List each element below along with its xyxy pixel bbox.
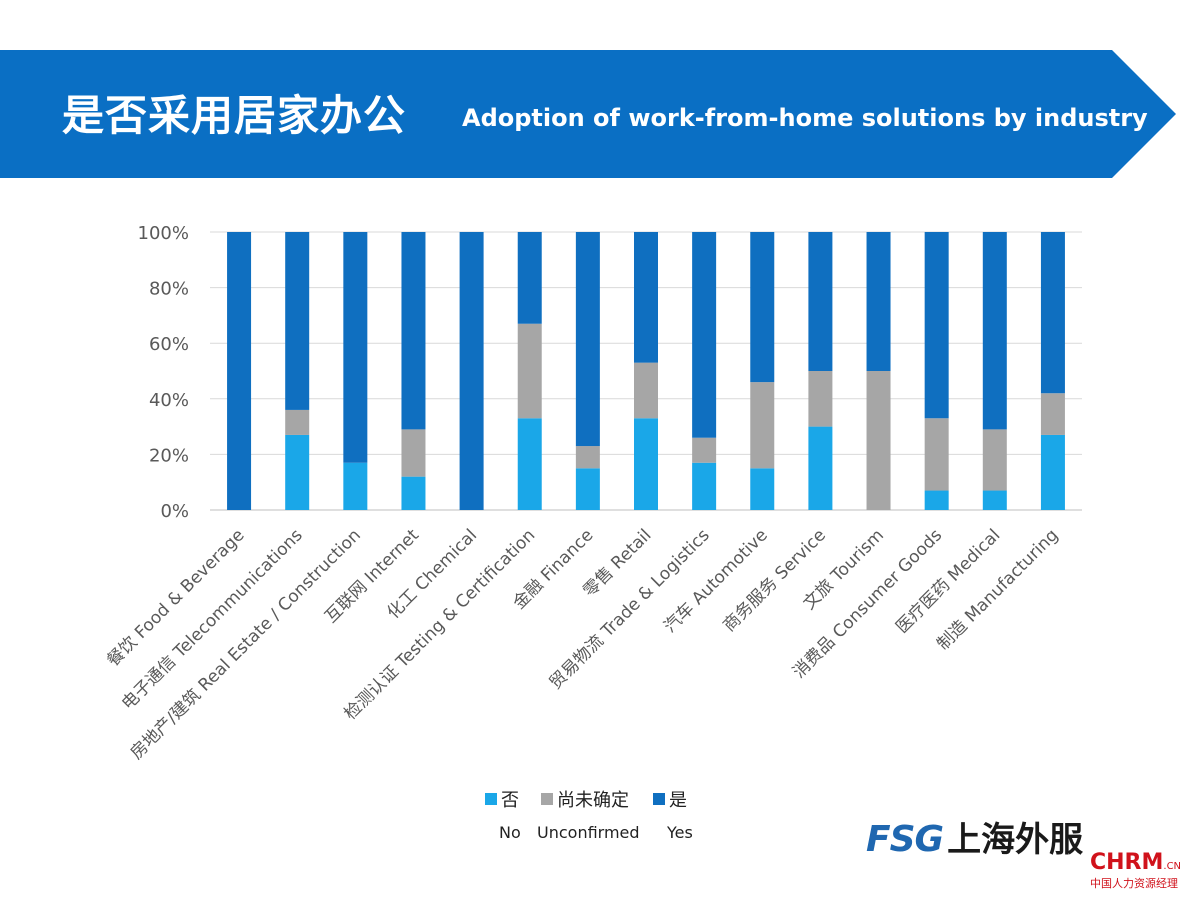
bar-segment-yes [401, 232, 426, 430]
x-category-label: 汽车 Automotive [660, 525, 772, 637]
bar-segment-unconfirmed [575, 446, 600, 469]
bar-segment-no [692, 462, 717, 510]
bar-segment-unconfirmed [285, 409, 310, 435]
legend-swatch-yes [653, 793, 665, 805]
legend-swatch-unconfirmed [541, 793, 553, 805]
bar-segment-no [808, 426, 833, 510]
legend-label-no-en: No [499, 823, 521, 842]
bar-segment-unconfirmed [750, 382, 775, 469]
chrm-watermark: CHRM.CN 中国人力资源经理 [1090, 850, 1190, 895]
logo-cn-text: 上海外服 [947, 820, 1084, 860]
x-category-label: 医疗医药 Medical [892, 525, 1004, 637]
bar-segment-no [575, 468, 600, 510]
y-tick-label: 100% [138, 223, 189, 244]
bars [227, 232, 1065, 510]
bar-segment-unconfirmed [924, 418, 949, 491]
legend-label-no-cn: 否 [501, 790, 519, 811]
legend-swatch-no [485, 793, 497, 805]
watermark-subtitle: 中国人力资源经理 [1090, 877, 1178, 890]
legend-label-yes-en: Yes [667, 823, 693, 842]
y-tick-label: 40% [149, 390, 189, 411]
bar-segment-no [982, 490, 1007, 510]
bar-segment-yes [285, 232, 310, 410]
bar-segment-yes [575, 232, 600, 447]
y-tick-label: 60% [149, 334, 189, 355]
y-tick-label: 0% [160, 501, 189, 522]
page-title-english: Adoption of work-from-home solutions by … [462, 104, 1148, 132]
bar-segment-unconfirmed [808, 371, 833, 427]
bar-segment-no [634, 418, 658, 510]
bar-segment-yes [808, 232, 833, 371]
bar-segment-yes [866, 232, 891, 371]
bar-segment-yes [692, 232, 717, 438]
bar-segment-unconfirmed [634, 362, 658, 419]
bar-segment-no [1040, 434, 1065, 510]
bar-segment-yes [982, 232, 1007, 430]
legend-label-yes-cn: 是 [669, 790, 687, 811]
chart-legend: 否 尚未确定 是 No Unconfirmed Yes [485, 787, 725, 847]
bar-segment-yes [517, 232, 542, 324]
legend-item-unconfirmed: 尚未确定 [541, 787, 629, 811]
bar-segment-yes [343, 232, 368, 463]
bar-segment-yes [459, 232, 484, 510]
bar-segment-yes [227, 232, 252, 510]
bar-segment-yes [634, 232, 658, 363]
y-tick-label: 80% [149, 279, 189, 300]
x-category-label: 房地产/建筑 Real Estate / Construction [127, 525, 365, 763]
bar-segment-no [401, 476, 426, 510]
page-title-chinese: 是否采用居家办公 [62, 91, 407, 140]
bar-segment-unconfirmed [982, 429, 1007, 491]
bar-segment-unconfirmed [401, 429, 426, 477]
y-tick-label: 20% [149, 445, 189, 466]
banner-arrow-shape [0, 50, 1176, 178]
bar-segment-no [924, 490, 949, 510]
watermark-main: CHRM [1090, 850, 1164, 875]
y-axis-tick-labels: 0% 20% 40% 60% 80% 100% [138, 223, 189, 522]
bar-segment-no [750, 468, 775, 510]
bar-segment-no [343, 462, 368, 510]
bar-segment-yes [750, 232, 775, 383]
bar-segment-unconfirmed [692, 437, 717, 463]
title-banner [0, 50, 1176, 178]
legend-item-no: 否 [485, 787, 519, 811]
bar-segment-unconfirmed [517, 323, 542, 419]
fsg-logo: FSG 上海外服 [866, 812, 1084, 860]
legend-item-yes: 是 [653, 787, 687, 811]
bar-segment-no [285, 434, 310, 510]
logo-fsg-text: FSG [866, 819, 944, 860]
legend-label-unconfirmed-cn: 尚未确定 [557, 790, 629, 811]
x-category-label: 商务服务 Service [719, 525, 829, 635]
bar-segment-yes [1040, 232, 1065, 394]
watermark-domain: .CN [1163, 861, 1182, 872]
bar-segment-unconfirmed [866, 371, 891, 510]
bar-segment-no [517, 418, 542, 510]
bar-segment-unconfirmed [1040, 393, 1065, 435]
bar-segment-yes [924, 232, 949, 419]
legend-label-unconfirmed-en: Unconfirmed [537, 823, 640, 842]
